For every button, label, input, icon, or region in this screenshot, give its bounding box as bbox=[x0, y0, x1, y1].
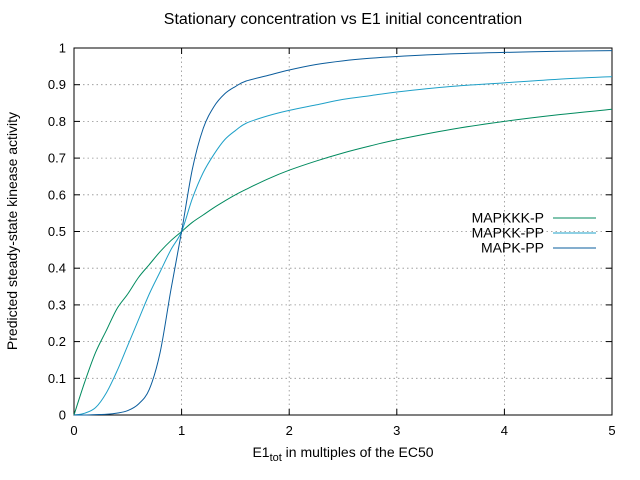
chart-title: Stationary concentration vs E1 initial c… bbox=[164, 11, 522, 28]
y-tick-label: 0.5 bbox=[48, 224, 66, 239]
y-axis-label: Predicted steady-state kinease activity bbox=[4, 112, 20, 350]
x-tick-label: 1 bbox=[178, 423, 185, 438]
x-axis-label-main: E1 bbox=[252, 444, 269, 460]
x-tick-label: 5 bbox=[608, 423, 615, 438]
y-tick-label: 0.2 bbox=[48, 334, 66, 349]
series-lines bbox=[73, 50, 613, 416]
y-tick-label: 0 bbox=[59, 408, 66, 423]
x-axis-label-rest: in multiples of the EC50 bbox=[282, 444, 434, 460]
y-tick-label: 0.7 bbox=[48, 151, 66, 166]
y-tick-label: 0.9 bbox=[48, 77, 66, 92]
x-tick-label: 2 bbox=[286, 423, 293, 438]
legend-label: MAPKK-PP bbox=[472, 225, 544, 241]
y-tick-label: 0.6 bbox=[48, 187, 66, 202]
y-tick-label: 0.8 bbox=[48, 114, 66, 129]
x-tick-label: 4 bbox=[501, 423, 508, 438]
legend-label: MAPKKK-P bbox=[472, 210, 544, 226]
series-line-mapkk-pp bbox=[73, 76, 613, 416]
y-tick-label: 0.3 bbox=[48, 297, 66, 312]
y-tick-label: 1 bbox=[59, 41, 66, 56]
x-axis-label-subscript: tot bbox=[270, 452, 282, 464]
x-tick-label: 0 bbox=[70, 423, 77, 438]
y-tick-label: 0.1 bbox=[48, 371, 66, 386]
x-axis-label: E1tot in multiples of the EC50 bbox=[252, 444, 433, 464]
legend-label: MAPK-PP bbox=[481, 240, 544, 256]
axes: 0 0.1 0.2 0.3 0.4 0.5 0.6 0.7 0.8 0.9 1 0 1 2 3 4 5 bbox=[48, 41, 616, 439]
series-line-mapk-pp bbox=[73, 50, 613, 416]
y-tick-label: 0.4 bbox=[48, 261, 66, 276]
series-line-mapkkk-p bbox=[73, 108, 613, 416]
x-tick-label: 3 bbox=[393, 423, 400, 438]
